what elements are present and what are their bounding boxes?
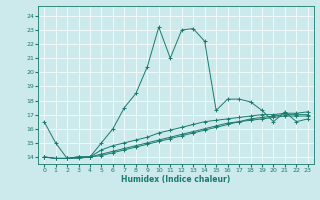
X-axis label: Humidex (Indice chaleur): Humidex (Indice chaleur) [121, 175, 231, 184]
